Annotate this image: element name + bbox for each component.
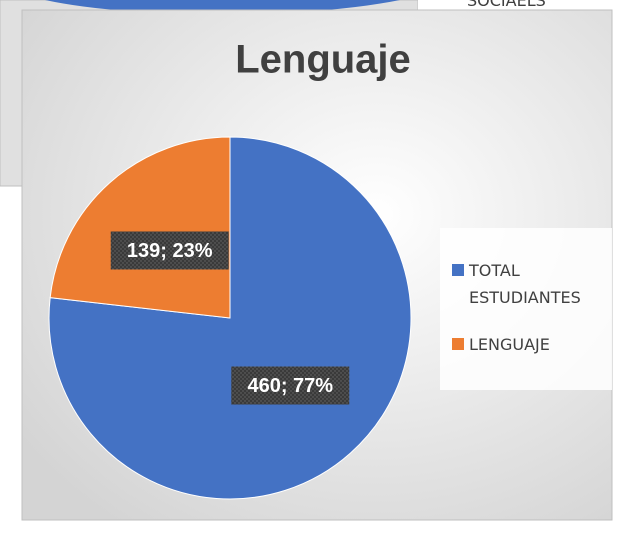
data-label: 460; 77% — [247, 375, 333, 397]
legend-label: TOTAL ESTUDIANTES — [469, 261, 581, 307]
legend-box — [440, 228, 612, 390]
legend-swatch — [452, 338, 464, 350]
background-legend-text: SOCIAELS — [467, 0, 546, 10]
data-label-box — [110, 231, 229, 270]
chart-title: Lenguaje — [235, 38, 411, 82]
legend-swatch — [452, 264, 464, 276]
pie-slice — [48, 136, 412, 500]
pie-slice — [49, 136, 231, 319]
data-label-box — [231, 366, 350, 405]
legend-label: LENGUAJE — [469, 335, 550, 354]
data-label: 139; 23% — [127, 240, 213, 262]
legend-item: TOTAL ESTUDIANTES — [452, 257, 612, 311]
legend-item: LENGUAJE — [452, 331, 612, 358]
legend: TOTAL ESTUDIANTES LENGUAJE — [452, 257, 612, 378]
